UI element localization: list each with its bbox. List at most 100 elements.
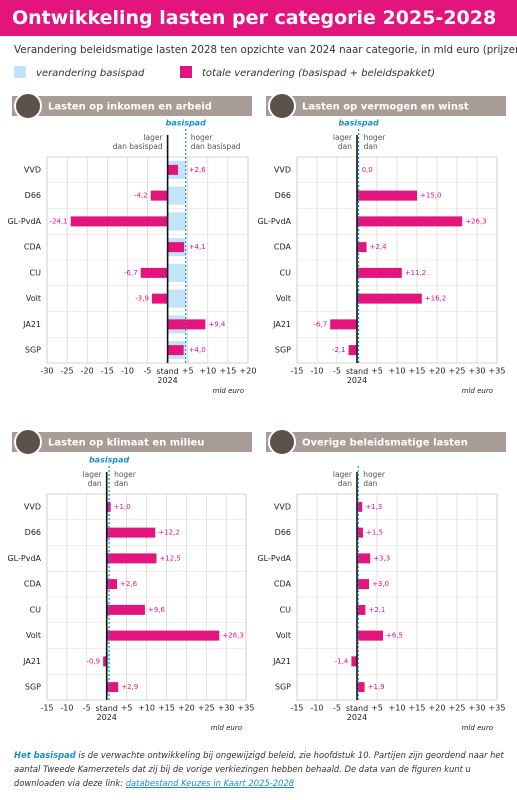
category-label: CU: [30, 268, 42, 277]
x-tick-label: -5: [333, 704, 341, 713]
bar: [140, 267, 168, 278]
bar: [357, 190, 417, 201]
bar: [106, 682, 119, 693]
bar: [167, 242, 185, 253]
value-label: +3,0: [372, 580, 389, 588]
x-tick-label: +35: [489, 704, 506, 713]
category-label: GL-PvdA: [7, 217, 41, 226]
category-label: SGP: [275, 346, 291, 355]
x-tick-label: -10: [310, 367, 323, 376]
panel-icon: [268, 92, 296, 120]
category-label: VVD: [274, 165, 291, 174]
x-tick-label: +5: [371, 367, 383, 376]
lower-label: dan basispad: [113, 142, 163, 151]
bar: [70, 216, 168, 227]
x-tick-label: -5: [144, 367, 152, 376]
basispad-bar: [167, 289, 186, 308]
x-tick-label: +15: [409, 367, 426, 376]
value-label: +12,2: [158, 529, 179, 537]
bar: [357, 527, 363, 538]
bar: [357, 293, 422, 304]
value-label: +2,4: [370, 243, 388, 251]
panel-title: Lasten op klimaat en milieu: [48, 438, 204, 449]
x-tick-label: stand 2024: [96, 704, 118, 722]
value-label: -1,4: [335, 657, 349, 665]
category-label: SGP: [25, 683, 41, 692]
download-link[interactable]: databestand Keuzes in Kaart 2025-2028: [125, 778, 295, 788]
category-label: D66: [25, 191, 41, 200]
lower-label: dan: [338, 479, 352, 488]
x-tick-label: -10: [121, 367, 134, 376]
basispad-bar: [106, 652, 110, 671]
value-label: +9,4: [208, 320, 226, 328]
bar: [357, 267, 402, 278]
category-label: CU: [280, 268, 292, 277]
bar: [351, 656, 357, 667]
x-tick-label: +35: [489, 367, 506, 376]
category-label: CDA: [24, 580, 42, 589]
page-title: Ontwikkeling lasten per categorie 2025-2…: [0, 0, 517, 36]
x-tick-label: +10: [389, 704, 406, 713]
basispad-label: basispad: [338, 119, 379, 128]
value-label: +28,3: [222, 632, 243, 640]
bar: [106, 604, 145, 615]
higher-label: dan basispad: [191, 142, 241, 151]
category-label: CU: [30, 605, 42, 614]
bar: [106, 553, 157, 564]
x-tick-label: +20: [429, 367, 446, 376]
legend-item: totale verandering (basispad + beleidspa…: [180, 66, 435, 79]
category-label: JA21: [22, 657, 41, 666]
x-tick-label: -20: [81, 367, 94, 376]
higher-label: hoger: [114, 470, 137, 479]
value-label: -0,9: [86, 657, 100, 665]
category-label: CDA: [274, 243, 292, 252]
higher-label: dan: [364, 142, 378, 151]
value-label: +15,0: [420, 192, 441, 200]
value-label: +3,3: [373, 554, 390, 562]
category-label: Volt: [276, 294, 291, 303]
category-label: SGP: [25, 346, 41, 355]
panel-icon: [14, 92, 42, 120]
legend-item: verandering basispad: [14, 66, 144, 79]
bar: [106, 527, 156, 538]
x-tick-label: stand 2024: [156, 367, 178, 385]
x-tick-label: +25: [449, 367, 466, 376]
x-tick-label: +15: [219, 367, 236, 376]
bar: [357, 501, 363, 512]
x-axis-label: mld euro: [213, 387, 244, 395]
x-tick-label: -5: [333, 367, 341, 376]
legend-swatch: [180, 66, 192, 78]
category-label: CDA: [24, 243, 42, 252]
charts: Lasten op inkomen en arbeid-30 -25 -20 -15-…: [7, 92, 506, 732]
value-label: -6,7: [314, 320, 328, 328]
value-label: -3,9: [135, 295, 149, 303]
x-tick-label: -25: [61, 367, 74, 376]
category-label: VVD: [24, 502, 41, 511]
category-label: JA21: [272, 320, 291, 329]
value-label: +16,2: [425, 295, 446, 303]
x-tick-label: stand 2024: [346, 367, 368, 385]
lower-label: lager: [333, 470, 353, 479]
footer: Het basispad is de verwachte ontwikkelin…: [14, 748, 506, 790]
x-tick-label: +25: [198, 704, 215, 713]
bar: [357, 604, 366, 615]
bar: [103, 656, 107, 667]
panel-header: [12, 96, 252, 116]
legend-swatch: [14, 66, 26, 78]
category-label: D66: [275, 528, 291, 537]
value-label: +4,0: [189, 346, 206, 354]
value-label: +2,1: [368, 606, 385, 614]
value-label: +2,6: [120, 580, 138, 588]
bar: [357, 579, 369, 590]
basispad-bar: [167, 263, 186, 282]
value-label: -6,7: [124, 269, 138, 277]
x-tick-label: +20: [240, 367, 257, 376]
x-tick-label: -15: [40, 704, 53, 713]
x-tick-label: +25: [449, 704, 466, 713]
x-tick-label: -5: [83, 704, 91, 713]
bar: [106, 579, 118, 590]
bar: [357, 682, 365, 693]
bar: [167, 319, 206, 330]
bar: [357, 630, 383, 641]
